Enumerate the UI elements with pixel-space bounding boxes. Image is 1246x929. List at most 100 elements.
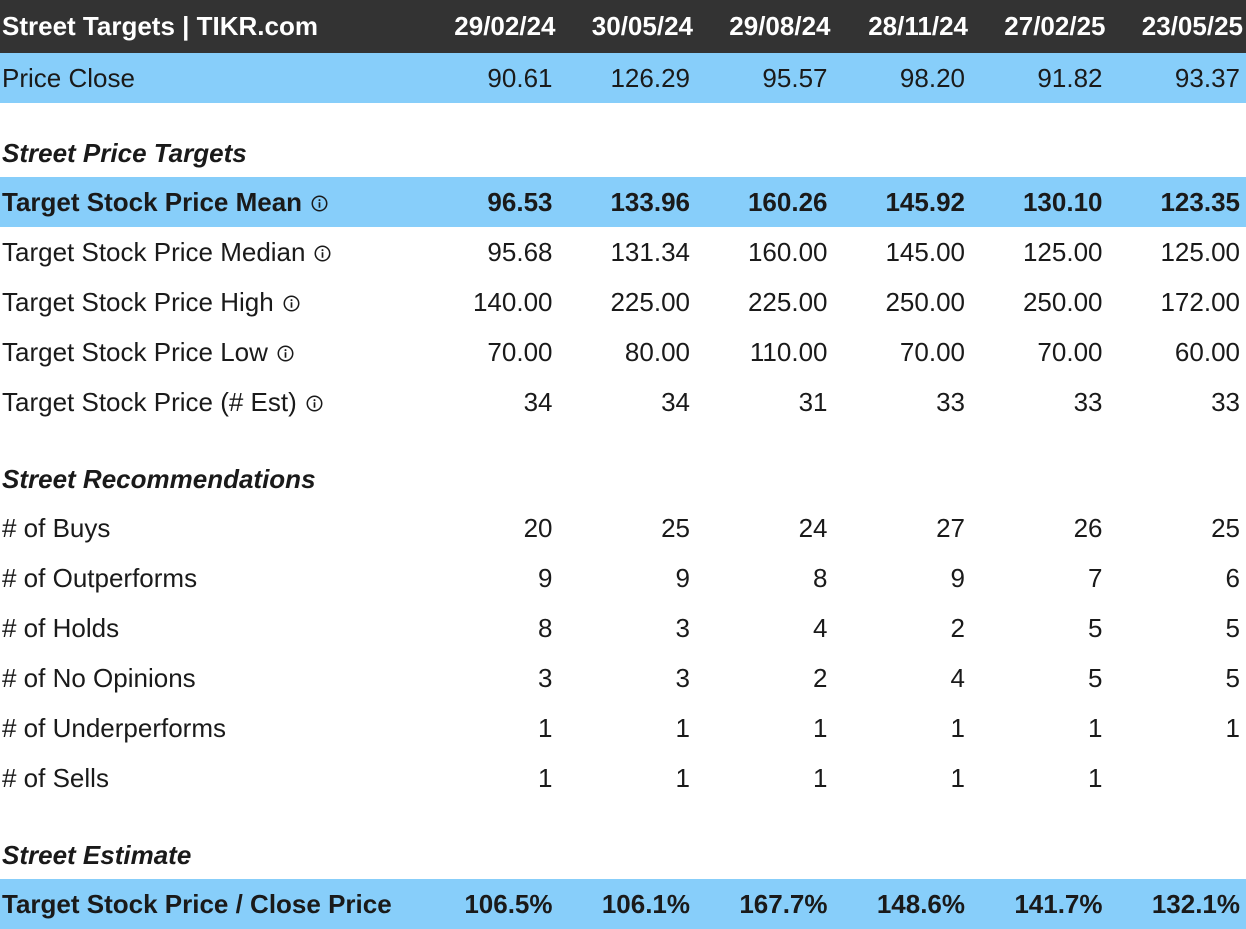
row-label: # of Sells (2, 762, 109, 793)
value-cell: 140.00 (472, 286, 553, 317)
date-header: 28/11/24 (868, 11, 968, 41)
value-cell: 4 (950, 662, 965, 693)
value-cell: 70.00 (487, 336, 553, 367)
row-label: # of Holds (2, 612, 120, 643)
date-header: 29/02/24 (454, 11, 556, 41)
row-label: Price Close (2, 62, 135, 93)
target-median-row: Target Stock Price Median 95.68 131.34 1… (0, 227, 1246, 277)
header-row: Street Targets | TIKR.com 29/02/24 30/05… (0, 0, 1246, 53)
holds-row: # of Holds 8 3 4 2 5 5 (0, 603, 1246, 653)
value-cell: 145.00 (885, 236, 965, 267)
value-cell: 20 (523, 512, 553, 543)
value-cell: 33 (1073, 386, 1103, 417)
value-cell: 131.34 (610, 236, 690, 267)
date-header: 30/05/24 (591, 11, 693, 41)
target-est-count-row: Target Stock Price (# Est) 34 34 31 33 3… (0, 377, 1246, 427)
value-cell: 225.00 (610, 286, 690, 317)
value-cell: 60.00 (1174, 336, 1240, 367)
value-cell: 5 (1088, 612, 1103, 643)
info-circle-icon[interactable] (314, 245, 331, 262)
value-cell: 1 (538, 762, 553, 793)
value-cell: 96.53 (487, 186, 553, 217)
value-cell: 250.00 (885, 286, 965, 317)
row-label: # of Outperforms (2, 562, 198, 593)
value-cell: 225.00 (747, 286, 828, 317)
value-cell: 133.96 (610, 186, 690, 217)
value-cell: 5 (1088, 662, 1103, 693)
value-cell: 1 (813, 762, 828, 793)
row-label: Target Stock Price Median (2, 236, 306, 267)
value-cell: 2 (950, 612, 965, 643)
value-cell: 3 (675, 662, 690, 693)
value-cell: 70.00 (899, 336, 965, 367)
value-cell: 1 (1088, 762, 1103, 793)
row-label: # of Buys (2, 512, 111, 543)
row-label: # of Underperforms (2, 712, 226, 743)
value-cell: 1 (813, 712, 828, 743)
section-heading-recommendations: Street Recommendations (2, 464, 316, 494)
row-label: # of No Opinions (2, 662, 196, 693)
info-circle-icon[interactable] (311, 195, 328, 212)
value-cell: 167.7% (739, 888, 828, 919)
value-cell: 6 (1225, 562, 1240, 593)
table-title: Street Targets | TIKR.com (2, 11, 318, 41)
value-cell: 106.5% (464, 888, 553, 919)
value-cell: 1 (950, 762, 965, 793)
underperforms-row: # of Underperforms 1 1 1 1 1 1 (0, 703, 1246, 753)
value-cell: 5 (1225, 662, 1240, 693)
value-cell: 145.92 (885, 186, 965, 217)
row-label: Target Stock Price Mean (2, 186, 303, 217)
date-header: 29/08/24 (729, 11, 831, 41)
info-circle-icon[interactable] (277, 345, 294, 362)
target-low-row: Target Stock Price Low 70.00 80.00 110.0… (0, 327, 1246, 377)
value-cell: 250.00 (1022, 286, 1103, 317)
section-heading-estimate: Street Estimate (2, 840, 192, 870)
value-cell: 93.37 (1174, 62, 1240, 93)
value-cell: 106.1% (601, 888, 690, 919)
info-circle-icon[interactable] (306, 395, 323, 412)
value-cell: 98.20 (899, 62, 965, 93)
value-cell: 160.00 (747, 236, 828, 267)
value-cell: 91.82 (1037, 62, 1103, 93)
value-cell: 130.10 (1022, 186, 1103, 217)
row-label: Target Stock Price High (2, 286, 274, 317)
value-cell: 34 (523, 386, 553, 417)
value-cell: 132.1% (1151, 888, 1240, 919)
value-cell: 34 (661, 386, 690, 417)
target-close-ratio-row: Target Stock Price / Close Price 106.5% … (0, 879, 1246, 929)
value-cell: 3 (675, 612, 690, 643)
value-cell: 126.29 (610, 62, 690, 93)
date-header: 27/02/25 (1004, 11, 1106, 41)
value-cell: 9 (950, 562, 965, 593)
sells-row: # of Sells 1 1 1 1 1 (0, 753, 1246, 803)
value-cell: 5 (1225, 612, 1240, 643)
value-cell: 1 (1225, 712, 1240, 743)
value-cell: 7 (1088, 562, 1103, 593)
value-cell: 160.26 (747, 186, 828, 217)
value-cell: 25 (1211, 512, 1240, 543)
value-cell: 1 (1088, 712, 1103, 743)
value-cell: 123.35 (1160, 186, 1240, 217)
value-cell: 8 (813, 562, 828, 593)
value-cell: 95.68 (487, 236, 553, 267)
value-cell: 125.00 (1022, 236, 1103, 267)
value-cell: 90.61 (487, 62, 553, 93)
value-cell: 110.00 (749, 336, 828, 367)
row-label: Target Stock Price Low (2, 336, 268, 367)
value-cell: 26 (1073, 512, 1103, 543)
value-cell: 2 (813, 662, 828, 693)
no-opinions-row: # of No Opinions 3 3 2 4 5 5 (0, 653, 1246, 703)
price-close-row: Price Close 90.61 126.29 95.57 98.20 91.… (0, 53, 1246, 103)
value-cell: 27 (936, 512, 965, 543)
value-cell: 95.57 (762, 62, 828, 93)
section-heading-price-targets: Street Price Targets (2, 138, 247, 168)
info-circle-icon[interactable] (283, 295, 300, 312)
value-cell: 172.00 (1160, 286, 1240, 317)
row-label: Target Stock Price / Close Price (2, 888, 392, 919)
date-header: 23/05/25 (1141, 11, 1243, 41)
value-cell: 33 (936, 386, 965, 417)
value-cell: 4 (813, 612, 828, 643)
value-cell: 80.00 (624, 336, 690, 367)
value-cell: 1 (538, 712, 553, 743)
